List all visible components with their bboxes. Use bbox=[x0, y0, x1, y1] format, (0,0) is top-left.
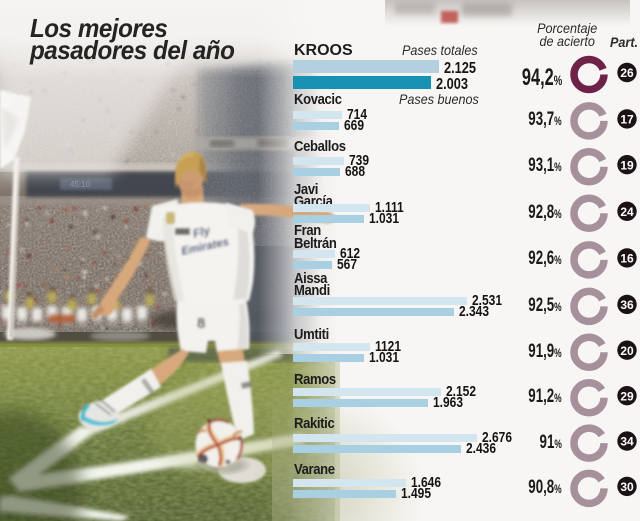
svg-text:29: 29 bbox=[620, 389, 634, 403]
svg-text:45:10: 45:10 bbox=[70, 180, 91, 189]
svg-text:30: 30 bbox=[620, 480, 634, 494]
svg-text:17: 17 bbox=[620, 113, 634, 127]
svg-text:Fly: Fly bbox=[191, 223, 212, 241]
svg-text:19: 19 bbox=[620, 158, 634, 172]
svg-text:8: 8 bbox=[197, 315, 205, 332]
svg-text:26: 26 bbox=[620, 66, 634, 80]
svg-text:34: 34 bbox=[620, 435, 634, 449]
svg-text:36: 36 bbox=[620, 298, 634, 312]
svg-text:24: 24 bbox=[620, 205, 634, 219]
svg-text:16: 16 bbox=[620, 252, 634, 266]
svg-text:20: 20 bbox=[620, 344, 634, 358]
